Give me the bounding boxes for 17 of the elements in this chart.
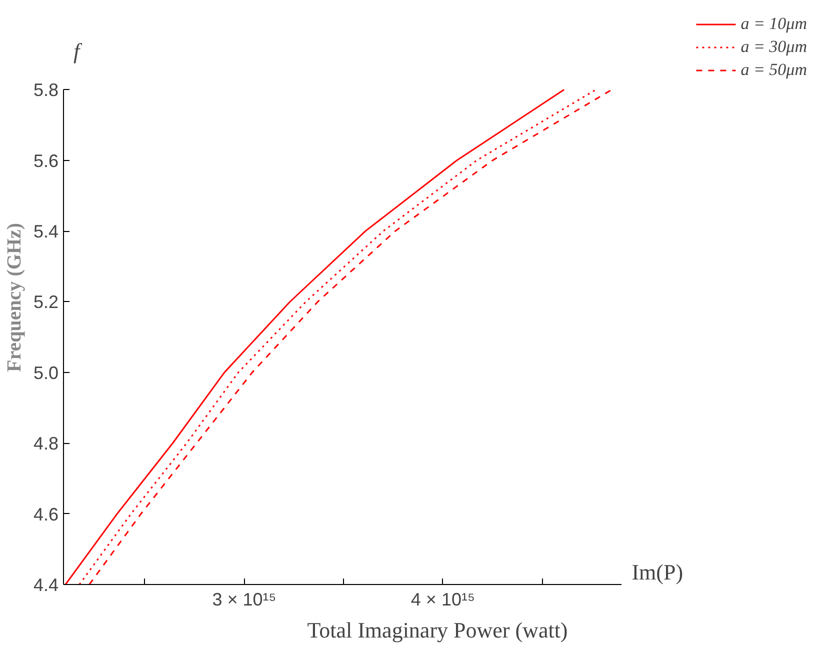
y-tick-label: 4.8	[33, 434, 59, 454]
text: Im(P)	[632, 560, 684, 584]
x-axis-title: Total Imaginary Power (watt)	[307, 618, 568, 642]
legend-label: a = 50μm	[740, 60, 807, 80]
y-tick-label: 5.4	[33, 222, 59, 242]
y-axis-title: Frequency (GHz)	[3, 222, 26, 372]
y-tick-label: 5.2	[33, 292, 59, 312]
legend-label: a = 10μm	[740, 14, 807, 34]
y-tick-label: 5.6	[33, 150, 59, 171]
text: f	[74, 38, 82, 64]
y-tick-label: 5.8	[33, 80, 59, 100]
x-tick-label: 4 × 10¹⁵	[410, 590, 475, 610]
legend-label: a = 30μm	[740, 37, 807, 57]
y-tick-label: 4.4	[33, 575, 59, 595]
y-tick-label: 4.6	[33, 504, 59, 524]
y-tick-label: 5.0	[33, 362, 59, 383]
x-tick-label: 3 × 10¹⁵	[212, 590, 276, 610]
